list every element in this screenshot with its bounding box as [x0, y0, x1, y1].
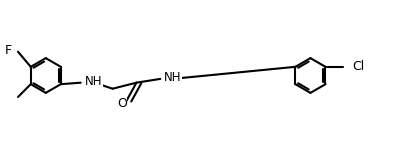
Text: O: O [117, 97, 127, 110]
Text: Cl: Cl [352, 60, 365, 73]
Text: NH: NH [164, 71, 182, 84]
Text: F: F [5, 44, 12, 57]
Text: NH: NH [85, 75, 102, 88]
